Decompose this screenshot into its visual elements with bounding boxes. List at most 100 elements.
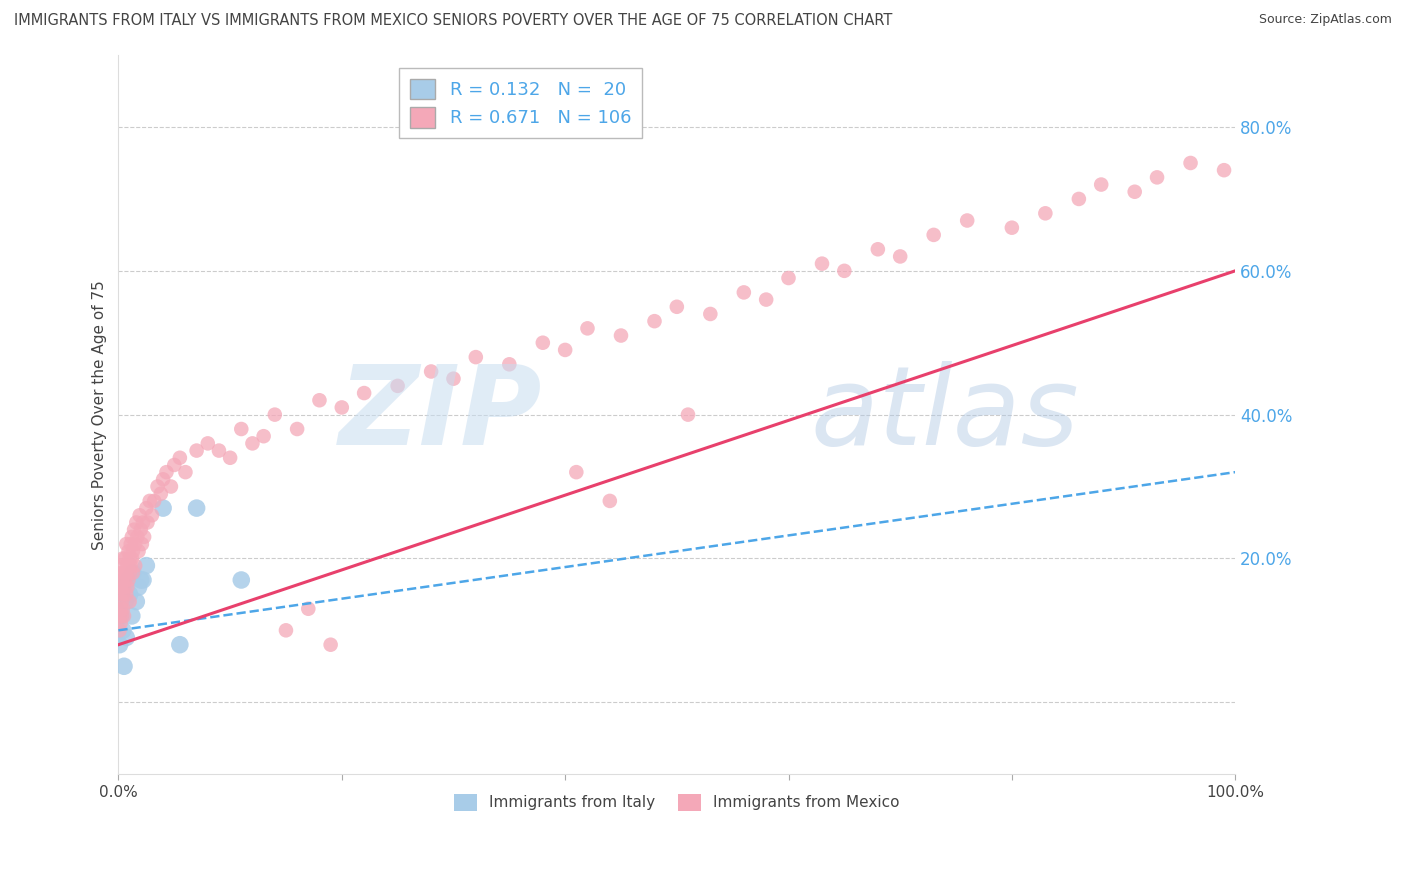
Point (132, 573, 155, 587)
Point (141, 508, 163, 523)
Point (135, 501, 157, 516)
Point (122, 566, 145, 580)
Point (122, 566, 145, 580)
Point (755, 293, 778, 307)
Point (231, 573, 253, 587)
Point (208, 443, 231, 458)
Point (676, 408, 699, 422)
Point (143, 494, 166, 508)
Point (114, 594, 136, 608)
Point (112, 609, 135, 624)
Point (152, 472, 174, 486)
Point (274, 624, 297, 638)
Point (610, 328, 633, 343)
Point (186, 443, 208, 458)
Point (285, 422, 308, 436)
Point (122, 544, 145, 558)
Point (110, 601, 132, 615)
Point (420, 364, 443, 378)
Point (136, 516, 159, 530)
Point (111, 558, 134, 573)
Point (124, 558, 146, 573)
Point (576, 321, 599, 335)
Point (174, 465, 197, 479)
Point (811, 257, 834, 271)
Point (330, 401, 353, 415)
Point (117, 573, 139, 587)
Point (117, 580, 139, 594)
Point (108, 609, 131, 624)
Point (110, 616, 132, 631)
Point (956, 213, 979, 227)
Point (1001, 220, 1024, 235)
Point (121, 530, 143, 544)
Point (125, 516, 148, 530)
Point (112, 659, 135, 673)
Point (554, 343, 576, 357)
Point (699, 307, 721, 321)
Point (112, 566, 135, 580)
Point (128, 544, 150, 558)
Point (387, 379, 409, 393)
Point (111, 573, 134, 587)
Point (131, 537, 153, 551)
Point (733, 285, 755, 300)
Point (108, 638, 131, 652)
Point (152, 501, 174, 516)
Point (160, 479, 183, 493)
Point (498, 357, 520, 371)
Point (866, 242, 889, 256)
Point (129, 573, 152, 587)
Point (163, 458, 186, 472)
Point (1213, 163, 1236, 178)
Point (108, 624, 131, 638)
Point (252, 429, 274, 443)
Point (111, 609, 134, 624)
Point (1180, 156, 1202, 170)
Point (1090, 178, 1112, 192)
Point (118, 587, 141, 601)
Legend: Immigrants from Italy, Immigrants from Mexico: Immigrants from Italy, Immigrants from M… (447, 788, 905, 817)
Point (599, 494, 621, 508)
Point (117, 544, 139, 558)
Point (121, 609, 143, 624)
Point (111, 551, 134, 566)
Point (110, 609, 132, 624)
Point (197, 436, 219, 450)
Point (297, 601, 319, 615)
Point (121, 551, 143, 566)
Point (118, 551, 141, 566)
Point (565, 465, 588, 479)
Point (155, 465, 177, 479)
Point (134, 530, 156, 544)
Point (149, 486, 172, 500)
Point (115, 631, 138, 645)
Point (231, 422, 253, 436)
Text: Source: ZipAtlas.com: Source: ZipAtlas.com (1258, 13, 1392, 27)
Point (120, 558, 142, 573)
Y-axis label: Seniors Poverty Over the Age of 75: Seniors Poverty Over the Age of 75 (93, 280, 107, 549)
Point (138, 494, 160, 508)
Point (111, 580, 134, 594)
Point (242, 436, 264, 450)
Point (132, 516, 155, 530)
Point (169, 450, 191, 465)
Point (644, 314, 666, 328)
Point (115, 537, 138, 551)
Point (128, 508, 150, 523)
Point (353, 386, 375, 401)
Point (129, 523, 152, 537)
Point (319, 638, 342, 652)
Point (117, 558, 139, 573)
Point (115, 587, 138, 601)
Point (1123, 185, 1146, 199)
Text: atlas: atlas (811, 361, 1080, 468)
Point (111, 624, 134, 638)
Point (1035, 206, 1057, 220)
Point (308, 393, 330, 408)
Point (108, 587, 131, 601)
Point (111, 601, 134, 615)
Point (114, 573, 136, 587)
Point (110, 580, 132, 594)
Point (111, 587, 134, 601)
